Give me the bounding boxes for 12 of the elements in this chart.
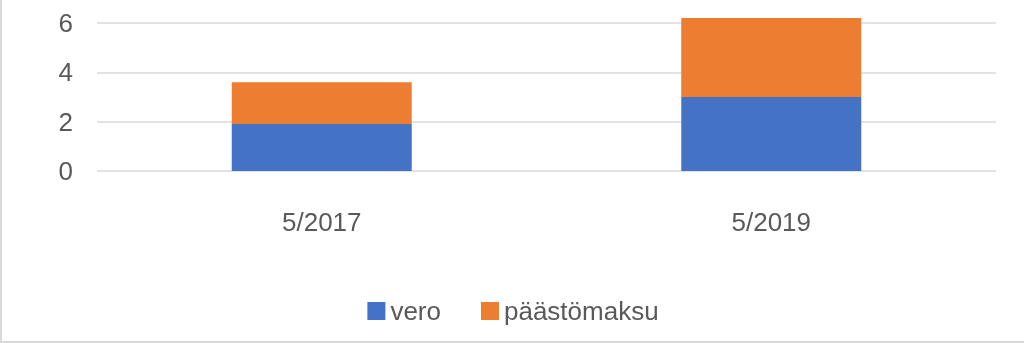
y-tick-label: 4 [58, 57, 73, 88]
bar [231, 124, 412, 171]
x-tick-label: 5/2017 [281, 207, 362, 237]
y-tick-label: 6 [58, 7, 73, 38]
legend-label: vero [390, 296, 441, 326]
y-tick-label: 0 [58, 156, 73, 186]
x-tick-label: 5/2019 [731, 207, 812, 237]
legend-label: päästömaksu [503, 296, 659, 326]
bar [231, 82, 412, 125]
bar [681, 18, 862, 97]
bar [681, 96, 862, 171]
y-tick-label: 2 [58, 106, 73, 137]
